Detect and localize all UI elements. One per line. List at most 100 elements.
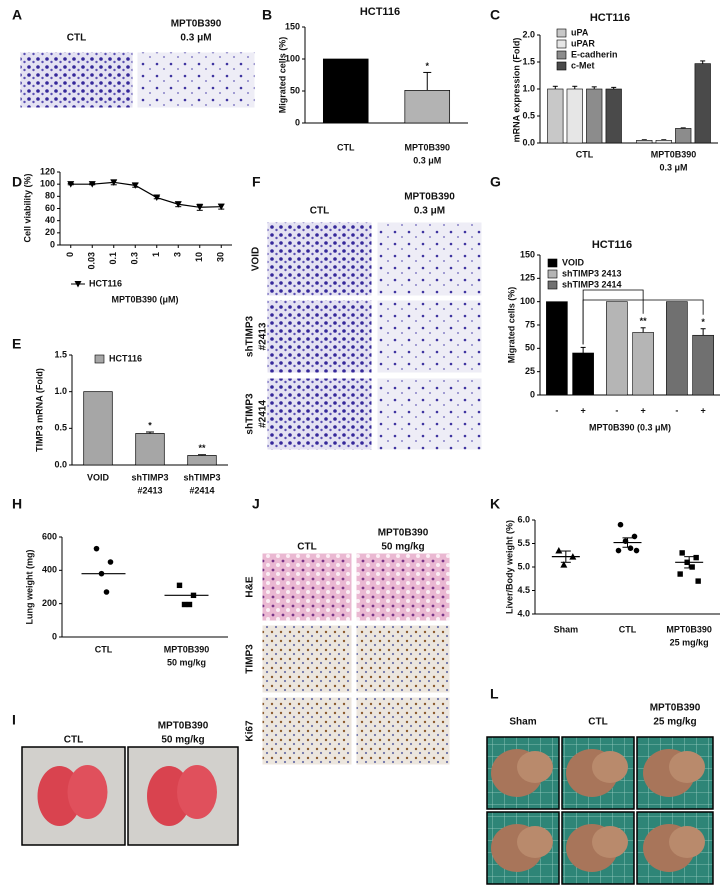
legend-label: E-cadherin xyxy=(571,49,618,59)
y-tick-label: 100 xyxy=(40,179,55,189)
panel-letter: D xyxy=(12,174,22,190)
column-label: CTL xyxy=(588,717,607,728)
column-label: MPT0B390 xyxy=(171,19,222,30)
y-tick-label: 4.5 xyxy=(517,585,530,595)
chart-title: HCT116 xyxy=(360,6,400,18)
liver xyxy=(517,751,553,783)
bar xyxy=(586,88,603,144)
point xyxy=(174,201,182,208)
lung-lobe xyxy=(67,765,108,819)
y-tick-label: 125 xyxy=(520,273,535,283)
legend-label: HCT116 xyxy=(89,278,122,288)
y-tick-label: 1.5 xyxy=(522,56,535,66)
bar xyxy=(694,63,711,144)
legend-swatch xyxy=(94,354,105,364)
x-tick-label: 30 xyxy=(216,252,226,262)
significance: * xyxy=(701,317,705,327)
column-label: 25 mg/kg xyxy=(653,717,696,728)
y-tick-label: 150 xyxy=(520,249,535,259)
y-axis-label: mRNA expression (Fold) xyxy=(511,38,521,143)
x-tick-label: 0 xyxy=(65,252,75,257)
bar xyxy=(404,90,451,124)
x-tick-label: 0.03 xyxy=(87,252,97,270)
x-tick-label: 50 mg/kg xyxy=(167,657,206,667)
row-label: shTIMP3 xyxy=(245,393,256,435)
column-label: Sham xyxy=(509,717,536,728)
micrograph xyxy=(19,51,134,109)
point xyxy=(627,545,634,551)
legend-swatch xyxy=(547,258,558,268)
chart-title: HCT116 xyxy=(590,12,630,24)
row-label: TIMP3 xyxy=(245,644,256,674)
column-label: 50 mg/kg xyxy=(381,542,424,553)
y-axis-label: Migrated cells (%) xyxy=(506,287,516,364)
comparison-bracket xyxy=(582,299,704,345)
micrograph xyxy=(376,221,483,297)
y-tick-label: 1.0 xyxy=(522,83,535,93)
y-axis-label: Liver/Body weight (%) xyxy=(504,520,514,614)
x-tick-label: - xyxy=(675,405,678,415)
y-tick-label: 1.5 xyxy=(54,349,67,359)
y-tick-label: 0.0 xyxy=(54,459,67,469)
micrograph xyxy=(355,696,451,766)
y-tick-label: 5.0 xyxy=(517,561,530,571)
panel-letter: B xyxy=(262,7,272,23)
y-tick-label: 25 xyxy=(525,366,535,376)
point xyxy=(88,181,96,188)
significance: ** xyxy=(640,316,648,326)
micrograph xyxy=(376,299,483,374)
x-tick-label: 10 xyxy=(194,252,204,262)
x-tick-label: VOID xyxy=(87,472,110,482)
y-tick-label: 120 xyxy=(40,166,55,176)
lung-lobe xyxy=(177,765,217,819)
micrograph xyxy=(355,552,451,622)
point xyxy=(693,554,699,561)
bar xyxy=(675,128,692,144)
legend-swatch xyxy=(556,28,567,38)
y-axis-label: Migrated cells (%) xyxy=(277,37,287,114)
legend-label: HCT116 xyxy=(109,353,142,363)
y-tick-label: 50 xyxy=(525,343,535,353)
column-label: MPT0B390 xyxy=(650,703,701,714)
y-tick-label: 75 xyxy=(525,319,535,329)
point xyxy=(186,601,193,608)
y-tick-label: 1.0 xyxy=(54,386,67,396)
panel-letter: I xyxy=(12,712,16,728)
y-tick-label: 5.5 xyxy=(517,538,530,548)
legend-marker xyxy=(74,281,82,288)
point xyxy=(217,203,225,211)
micrograph xyxy=(136,51,256,109)
x-tick-label: MPT0B390 xyxy=(666,624,712,634)
x-tick-label: 1 xyxy=(151,252,161,257)
y-axis-label: TIMP3 mRNA (Fold) xyxy=(34,368,44,452)
row-label: VOID xyxy=(251,247,262,271)
row-label: H&E xyxy=(245,576,256,597)
micrograph xyxy=(261,624,353,694)
y-tick-label: 40 xyxy=(45,215,55,225)
x-tick-label: 0.1 xyxy=(108,252,118,265)
legend-label: VOID xyxy=(562,257,585,267)
significance: * xyxy=(425,61,429,71)
liver xyxy=(592,826,628,858)
x-tick-label: 0.3 μM xyxy=(413,155,441,165)
micrograph xyxy=(261,552,353,622)
legend-label: shTIMP3 2413 xyxy=(562,268,622,278)
micrograph xyxy=(376,377,483,451)
row-label: Ki67 xyxy=(245,720,256,742)
y-tick-label: 150 xyxy=(285,21,300,31)
panel-letter: C xyxy=(490,7,500,23)
bar xyxy=(566,88,583,144)
legend-swatch xyxy=(547,280,558,290)
y-tick-label: 200 xyxy=(42,598,57,608)
x-tick-label: 25 mg/kg xyxy=(670,637,709,647)
x-axis-label: MPT0B390 (μM) xyxy=(111,294,178,304)
micrograph xyxy=(355,624,451,694)
bar xyxy=(632,332,654,396)
micrograph xyxy=(266,377,373,451)
row-label: shTIMP3 xyxy=(245,316,256,358)
x-tick-label: - xyxy=(555,405,558,415)
column-label: MPT0B390 xyxy=(404,192,455,203)
micrograph xyxy=(266,221,373,297)
row-label: #2413 xyxy=(258,322,269,350)
